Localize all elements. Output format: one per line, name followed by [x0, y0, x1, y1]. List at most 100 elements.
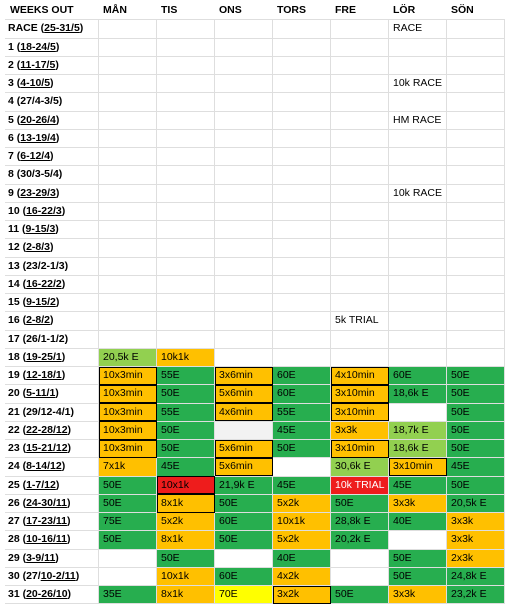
workout-cell[interactable]: 50E [272, 438, 331, 459]
week-label-cell[interactable]: 7 (6-12/4) [5, 146, 99, 167]
table-row[interactable]: 12 (2-8/3) [5, 238, 505, 258]
workout-cell[interactable]: 50E [156, 438, 215, 459]
workout-cell[interactable]: 3x3k [446, 530, 505, 550]
workout-cell[interactable]: 10k TRIAL [330, 475, 389, 495]
week-date-link[interactable]: 18-24/5 [20, 40, 56, 53]
workout-cell[interactable]: 55E [156, 402, 215, 422]
workout-cell[interactable] [446, 329, 505, 349]
workout-cell[interactable] [446, 92, 505, 112]
workout-cell[interactable] [272, 274, 331, 295]
workout-cell[interactable]: 8x1k [156, 584, 215, 604]
table-row[interactable]: 31 (20-26/10) 35E 8x1k 70E 3x2k 50E 3x3k 23,2k … [5, 584, 505, 604]
workout-cell[interactable] [330, 19, 389, 39]
week-label-cell[interactable]: 27 (17-23/11) [5, 511, 99, 532]
workout-cell[interactable] [156, 165, 215, 185]
workout-cell[interactable] [214, 37, 273, 57]
week-label-cell[interactable]: 2 (11-17/5) [5, 55, 99, 76]
week-label-cell[interactable]: 25 (1-7/12) [5, 475, 99, 495]
workout-cell[interactable] [156, 92, 215, 112]
workout-cell[interactable]: RACE [388, 19, 447, 39]
workout-cell[interactable]: 5x2k [156, 511, 215, 532]
workout-cell[interactable]: 55E [156, 365, 215, 386]
workout-cell[interactable] [446, 165, 505, 185]
workout-cell[interactable]: 7x1k [98, 457, 157, 477]
table-row[interactable]: 11 (9-15/3) [5, 219, 505, 240]
workout-cell[interactable]: 3x2k [272, 584, 331, 604]
workout-cell[interactable] [388, 292, 447, 313]
workout-cell[interactable] [388, 165, 447, 185]
workout-cell[interactable]: 20,2k E [330, 530, 389, 550]
workout-cell[interactable]: 60E [272, 365, 331, 386]
workout-cell[interactable]: HM RACE [388, 110, 447, 130]
workout-cell[interactable]: 10x3min [98, 438, 157, 459]
table-row[interactable]: 7 (6-12/4) [5, 146, 505, 167]
workout-cell[interactable]: 8x1k [156, 493, 215, 514]
week-date-link[interactable]: 4-10/5 [20, 77, 51, 90]
week-label-cell[interactable]: 3 (4-10/5) [5, 73, 99, 94]
workout-cell[interactable] [98, 219, 157, 240]
workout-cell[interactable] [388, 146, 447, 167]
table-row[interactable]: 4 (27/4-3/5) [5, 92, 505, 112]
table-row[interactable]: 9 (23-29/3) 10k RACE [5, 183, 505, 203]
week-date-link[interactable]: 20-26/4 [20, 113, 56, 126]
workout-cell[interactable] [272, 219, 331, 240]
workout-cell[interactable] [98, 256, 157, 276]
workout-cell[interactable]: 24,8k E [446, 566, 505, 587]
workout-cell[interactable] [272, 37, 331, 57]
workout-cell[interactable]: 3x3k [388, 584, 447, 604]
workout-cell[interactable] [388, 238, 447, 258]
table-row[interactable]: 21 (29/12-4/1) 10x3min 55E 4x6min 55E 3x10min… [5, 402, 505, 422]
workout-cell[interactable]: 50E [446, 475, 505, 495]
week-label-cell[interactable]: 23 (15-21/12) [5, 438, 99, 459]
workout-cell[interactable] [388, 219, 447, 240]
workout-cell[interactable] [214, 292, 273, 313]
workout-cell[interactable] [156, 292, 215, 313]
workout-cell[interactable] [330, 165, 389, 185]
workout-cell[interactable] [272, 19, 331, 39]
week-label-cell[interactable]: 11 (9-15/3) [5, 219, 99, 240]
workout-cell[interactable] [98, 92, 157, 112]
table-row[interactable]: 28 (10-16/11) 50E 8x1k 50E 5x2k 20,2k E 3x3k [5, 530, 505, 550]
workout-cell[interactable]: 55E [272, 402, 331, 422]
week-label-cell[interactable]: 5 (20-26/4) [5, 110, 99, 130]
week-label-cell[interactable]: 15 (9-15/2) [5, 292, 99, 313]
week-label-cell[interactable]: 10 (16-22/3) [5, 201, 99, 222]
workout-cell[interactable] [156, 201, 215, 222]
workout-cell[interactable] [330, 183, 389, 203]
week-date-link[interactable]: 16-22/2 [26, 277, 62, 290]
workout-cell[interactable]: 20,5k E [98, 347, 157, 368]
workout-cell[interactable] [446, 110, 505, 130]
workout-cell[interactable] [330, 128, 389, 149]
week-date-link[interactable]: 24-30/11 [26, 496, 67, 509]
workout-cell[interactable] [446, 37, 505, 57]
workout-cell[interactable]: 3x3k [446, 511, 505, 532]
table-row[interactable]: 25 (1-7/12) 50E 10x1k 21,9k E 45E 10k TRIAL 45… [5, 475, 505, 495]
week-label-cell[interactable]: 26 (24-30/11) [5, 493, 99, 514]
workout-cell[interactable]: 3x10min [388, 457, 447, 477]
workout-cell[interactable] [272, 165, 331, 185]
workout-cell[interactable] [330, 274, 389, 295]
workout-cell[interactable] [446, 347, 505, 368]
workout-cell[interactable] [330, 548, 389, 568]
workout-cell[interactable] [446, 201, 505, 222]
workout-cell[interactable] [156, 219, 215, 240]
workout-cell[interactable] [98, 566, 157, 587]
week-label-cell[interactable]: 28 (10-16/11) [5, 530, 99, 550]
workout-cell[interactable]: 60E [388, 365, 447, 386]
workout-cell[interactable]: 50E [156, 384, 215, 404]
workout-cell[interactable]: 70E [214, 584, 273, 604]
week-date-link[interactable]: 10-2/11 [40, 569, 76, 582]
workout-cell[interactable]: 50E [214, 530, 273, 550]
workout-cell[interactable] [330, 566, 389, 587]
table-row[interactable]: 30 (27/10-2/11) 10x1k 60E 4x2k 50E 24,8k E [5, 566, 505, 587]
workout-cell[interactable] [214, 128, 273, 149]
workout-cell[interactable] [272, 256, 331, 276]
workout-cell[interactable]: 50E [214, 493, 273, 514]
workout-cell[interactable]: 45E [272, 475, 331, 495]
table-row[interactable]: 8 (30/3-5/4) [5, 165, 505, 185]
workout-cell[interactable] [330, 146, 389, 167]
workout-cell[interactable]: 3x3k [330, 420, 389, 441]
workout-cell[interactable] [272, 92, 331, 112]
workout-cell[interactable] [446, 292, 505, 313]
workout-cell[interactable] [388, 92, 447, 112]
